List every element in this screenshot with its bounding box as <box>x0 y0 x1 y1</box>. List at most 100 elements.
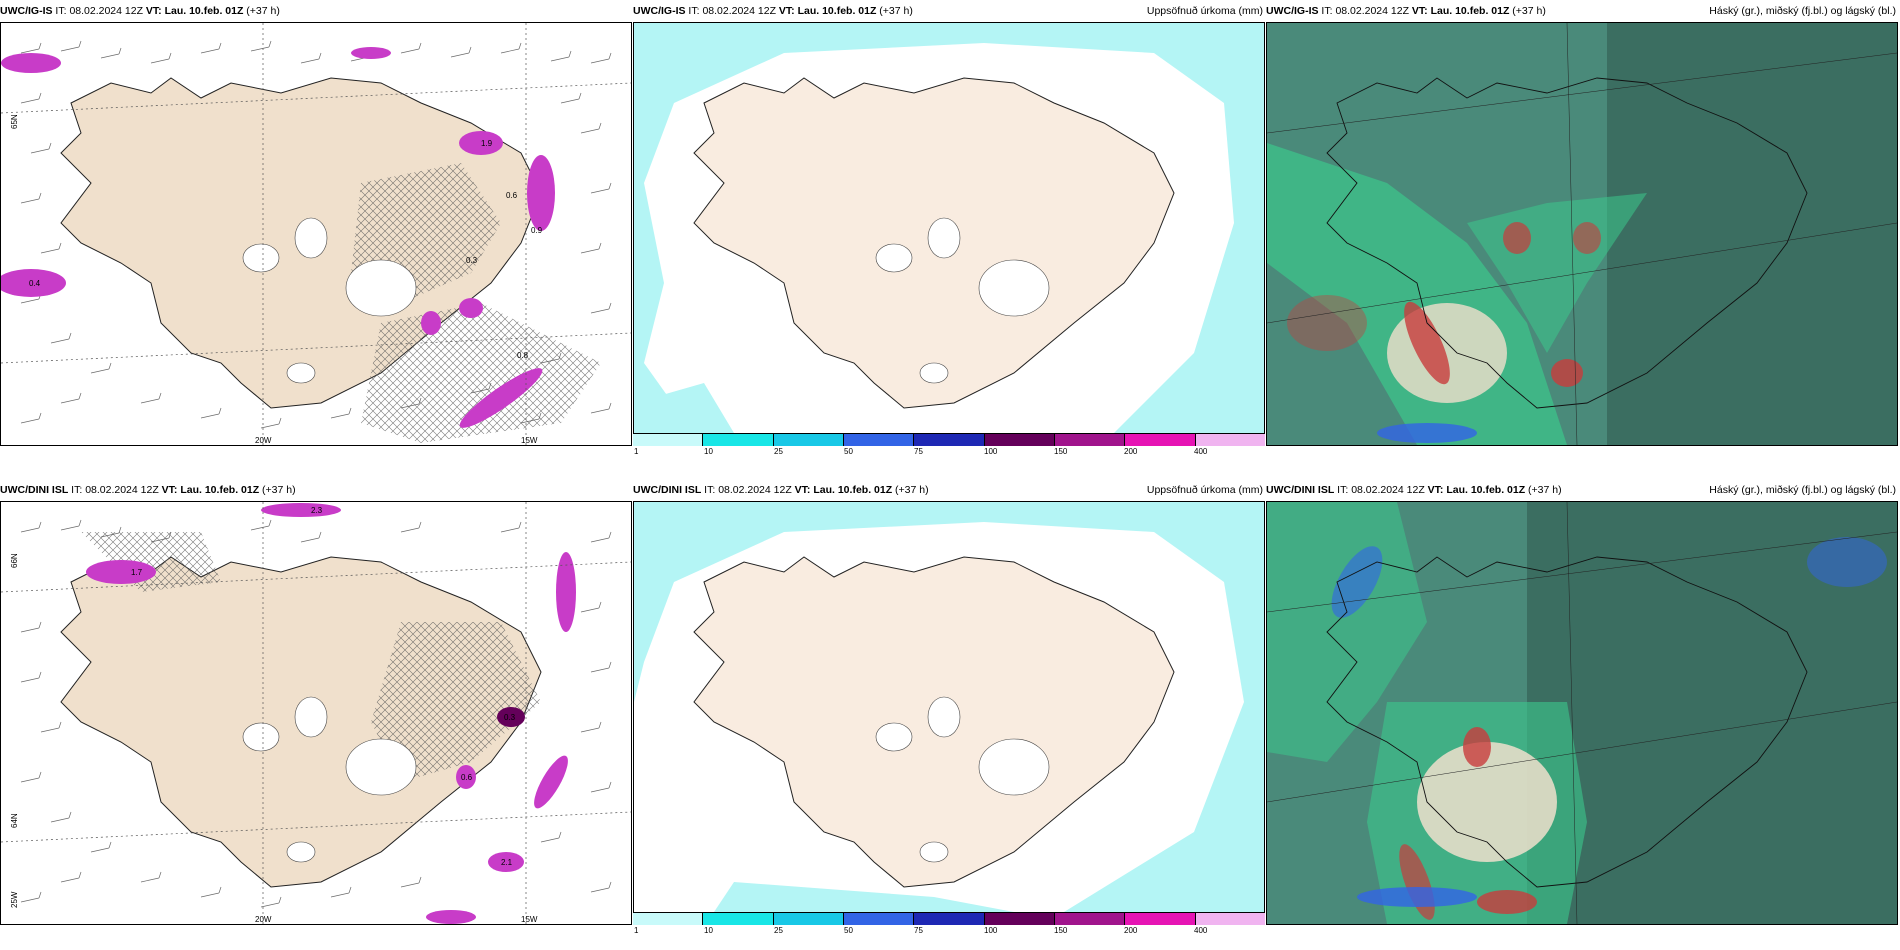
colorbar-tick: 10 <box>704 447 713 456</box>
it-label: IT: <box>688 5 700 17</box>
colorbar-swatch <box>1053 434 1125 446</box>
colorbar-tick: 400 <box>1194 926 1208 935</box>
model-name: UWC/DINI ISL <box>1266 484 1335 496</box>
colorbar-ticks: 1 10 25 50 75 100 150 200 400 <box>633 926 1265 936</box>
vt-label: VT: <box>794 484 811 496</box>
value-label: 0.3 <box>466 256 478 265</box>
it-label: IT: <box>1337 484 1349 496</box>
precip-blobs <box>86 503 576 924</box>
it-value: 08.02.2024 12Z <box>718 484 792 496</box>
lon-label: 20W <box>255 436 272 445</box>
precip-map <box>633 501 1265 913</box>
colorbar-tick: 1 <box>634 926 639 935</box>
model-name: UWC/IG-IS <box>1266 5 1319 17</box>
lon-label: 15W <box>521 436 538 445</box>
lon-label: 20W <box>255 915 272 924</box>
value-label: 2.1 <box>501 858 513 867</box>
lead-time: (+37 h) <box>246 5 280 17</box>
panel-title: UWC/IG-IS IT: 08.02.2024 12Z VT: Lau. 10… <box>1266 0 1898 22</box>
colorbar <box>633 434 1265 446</box>
cloud-map <box>1266 501 1898 925</box>
model-name: UWC/DINI ISL <box>633 484 702 496</box>
colorbar-tick: 25 <box>774 447 783 456</box>
colorbar-swatch <box>1194 434 1265 446</box>
it-value: 08.02.2024 12Z <box>1335 5 1409 17</box>
it-value: 08.02.2024 12Z <box>702 5 776 17</box>
colorbar-tick: 50 <box>844 447 853 456</box>
colorbar-tick: 200 <box>1124 447 1138 456</box>
colorbar <box>633 913 1265 925</box>
value-label: 2.3 <box>311 506 323 515</box>
colorbar-swatch <box>772 913 843 925</box>
it-label: IT: <box>55 5 67 17</box>
vt-value: Lau. 10.feb. 01Z <box>180 484 260 496</box>
lead-time: (+37 h) <box>879 5 913 17</box>
colorbar-swatch <box>633 913 703 925</box>
model-name: UWC/DINI ISL <box>0 484 69 496</box>
colorbar-swatch <box>983 434 1054 446</box>
colorbar-swatch <box>842 434 914 446</box>
panel-title: UWC/DINI ISL IT: 08.02.2024 12Z VT: Lau.… <box>1266 479 1898 501</box>
lon-label: 15W <box>521 915 538 924</box>
lon-label: 25W <box>10 891 19 908</box>
colorbar-swatch <box>1124 434 1195 446</box>
colorbar-swatch <box>772 434 843 446</box>
field-label: Uppsöfnuð úrkoma (mm) <box>1146 5 1263 17</box>
it-value: 08.02.2024 12Z <box>85 484 159 496</box>
it-label: IT: <box>1321 5 1333 17</box>
colorbar-swatch <box>983 913 1054 925</box>
panel-clouds-bottom: UWC/DINI ISL IT: 08.02.2024 12Z VT: Lau.… <box>1266 479 1898 943</box>
lat-label: 66N <box>10 553 19 568</box>
value-label: 1.9 <box>481 139 493 148</box>
colorbar-swatch <box>1053 913 1125 925</box>
field-label: Háský (gr.), miðský (fj.bl.) og lágský (… <box>1709 5 1896 17</box>
colorbar-tick: 75 <box>914 926 923 935</box>
value-label: 0.6 <box>506 191 518 200</box>
iceland-outline <box>1326 556 1808 888</box>
panel-precip-top: UWC/IG-IS IT: 08.02.2024 12Z VT: Lau. 10… <box>633 0 1265 464</box>
vt-value: Lau. 10.feb. 01Z <box>813 484 893 496</box>
lead-time: (+37 h) <box>1512 5 1546 17</box>
vt-value: Lau. 10.feb. 01Z <box>164 5 244 17</box>
colorbar-ticks: 1 10 25 50 75 100 150 200 400 <box>633 447 1265 457</box>
vt-value: Lau. 10.feb. 01Z <box>1430 5 1510 17</box>
vt-label: VT: <box>145 5 162 17</box>
colorbar-tick: 1 <box>634 447 639 456</box>
it-value: 08.02.2024 12Z <box>1351 484 1425 496</box>
value-label: 1.7 <box>131 568 143 577</box>
colorbar-swatch <box>1124 913 1195 925</box>
colorbar-swatch <box>633 434 703 446</box>
value-label: 0.8 <box>517 351 529 360</box>
colorbar-tick: 75 <box>914 447 923 456</box>
value-label: 0.9 <box>531 226 543 235</box>
lead-time: (+37 h) <box>1528 484 1562 496</box>
colorbar-swatch <box>702 913 773 925</box>
vt-label: VT: <box>161 484 178 496</box>
panel-wind-bottom: UWC/DINI ISL IT: 08.02.2024 12Z VT: Lau.… <box>0 479 632 943</box>
panel-precip-bottom: UWC/DINI ISL IT: 08.02.2024 12Z VT: Lau.… <box>633 479 1265 943</box>
colorbar-tick: 10 <box>704 926 713 935</box>
colorbar-tick: 25 <box>774 926 783 935</box>
colorbar-tick: 50 <box>844 926 853 935</box>
colorbar-tick: 400 <box>1194 447 1208 456</box>
it-value: 08.02.2024 12Z <box>69 5 143 17</box>
iceland-outline <box>1326 77 1808 409</box>
lead-time: (+37 h) <box>895 484 929 496</box>
it-label: IT: <box>71 484 83 496</box>
model-name: UWC/IG-IS <box>0 5 53 17</box>
panel-title: UWC/IG-IS IT: 08.02.2024 12Z VT: Lau. 10… <box>0 0 632 22</box>
colorbar-tick: 100 <box>984 447 998 456</box>
vt-value: Lau. 10.feb. 01Z <box>1446 484 1526 496</box>
vt-label: VT: <box>1427 484 1444 496</box>
colorbar-swatch <box>913 434 984 446</box>
panel-clouds-top: UWC/IG-IS IT: 08.02.2024 12Z VT: Lau. 10… <box>1266 0 1898 464</box>
colorbar-swatch <box>702 434 773 446</box>
model-name: UWC/IG-IS <box>633 5 686 17</box>
colorbar-swatch <box>842 913 914 925</box>
vt-label: VT: <box>1411 5 1428 17</box>
lead-time: (+37 h) <box>262 484 296 496</box>
panel-title: UWC/DINI ISL IT: 08.02.2024 12Z VT: Lau.… <box>633 479 1265 501</box>
colorbar-tick: 150 <box>1054 926 1068 935</box>
value-label: 0.3 <box>504 713 516 722</box>
panel-wind-top: UWC/IG-IS IT: 08.02.2024 12Z VT: Lau. 10… <box>0 0 632 464</box>
